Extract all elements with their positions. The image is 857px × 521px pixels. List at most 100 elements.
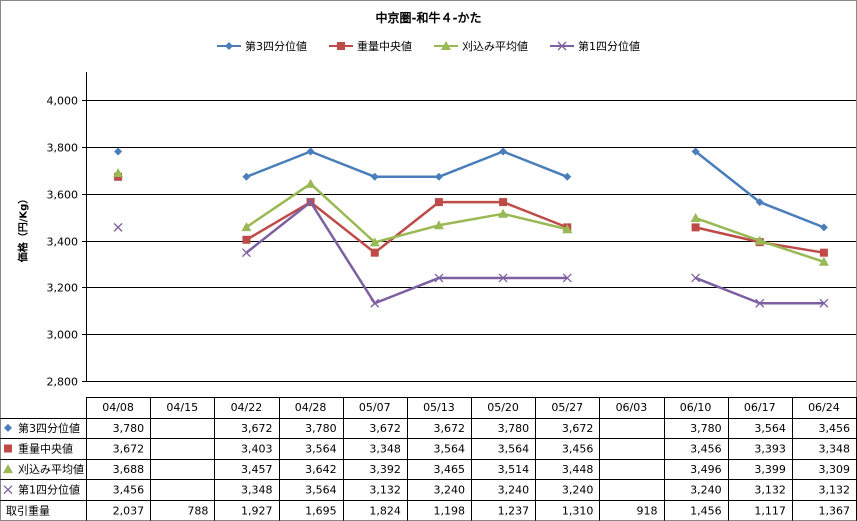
data-label: 3,348: [241, 484, 273, 497]
data-point-series-2: [818, 256, 829, 266]
x-tick-label: 05/27: [551, 401, 583, 414]
data-point-series-3: [755, 298, 765, 308]
data-point-series-0: [691, 147, 700, 156]
data-point-series-0: [499, 147, 508, 156]
data-label: 3,399: [754, 463, 786, 476]
data-point-series-3: [306, 197, 316, 207]
data-point-series-0: [306, 147, 315, 156]
data-label: 3,309: [819, 463, 851, 476]
series-line-3: [695, 276, 824, 305]
data-point-series-2: [113, 168, 124, 178]
data-point-series-3: [113, 222, 123, 232]
data-label: 1,456: [690, 504, 722, 517]
chart-title: 中京圏-和牛４-かた: [375, 11, 482, 25]
data-label: 3,780: [305, 422, 337, 435]
data-point-series-3: [562, 273, 572, 283]
data-label: 3,780: [498, 422, 530, 435]
x-tick-label: 05/07: [359, 401, 391, 414]
legend-item-series-3: 第1四分位値: [550, 38, 640, 54]
series-line-3: [245, 200, 568, 305]
table-row-label: 第3四分位値: [18, 421, 80, 435]
data-label: 1,117: [754, 504, 786, 517]
series-line-1: [245, 200, 568, 254]
data-label: 3,456: [819, 422, 851, 435]
data-label: 1,695: [305, 504, 337, 517]
data-point-series-1: [691, 223, 700, 232]
data-label: 3,672: [113, 443, 145, 456]
data-label: 3,132: [369, 484, 401, 497]
data-label: 1,310: [562, 504, 594, 517]
table-row-label: 取引重量: [6, 503, 50, 517]
data-point-series-0: [114, 147, 123, 156]
data-label: 3,348: [369, 443, 401, 456]
x-tick-label: 04/15: [166, 401, 198, 414]
legend-item-series-2: 刈込み平均値: [434, 38, 528, 54]
data-label: 3,688: [113, 463, 145, 476]
table-row-label: 重量中央値: [18, 442, 73, 456]
data-label: 3,780: [690, 422, 722, 435]
table-row-label: 第1四分位値: [18, 483, 80, 497]
data-point-series-2: [498, 208, 509, 218]
data-label: 3,672: [241, 422, 273, 435]
legend-marker-3: [550, 41, 574, 51]
data-point-series-3: [691, 273, 701, 283]
data-label: 3,642: [305, 463, 337, 476]
data-label: 3,496: [690, 463, 722, 476]
series-line-0: [694, 150, 825, 229]
data-label: 3,240: [690, 484, 722, 497]
legend-label-0: 第3四分位値: [245, 40, 307, 53]
data-label: 3,448: [562, 463, 594, 476]
legend-label-3: 第1四分位値: [578, 40, 640, 53]
data-label: 3,564: [434, 443, 466, 456]
data-point-series-0: [563, 172, 572, 181]
data-point-series-1: [819, 248, 828, 257]
data-point-series-2: [562, 224, 573, 234]
x-tick-label: 06/17: [744, 401, 776, 414]
legend-marker-0: [217, 42, 241, 50]
x-tick-label: 04/22: [231, 401, 263, 414]
data-label: 3,240: [434, 484, 466, 497]
data-label: 788: [187, 504, 208, 517]
data-label: 3,672: [562, 422, 594, 435]
table-row-marker-0: [4, 423, 12, 432]
data-label: 3,240: [562, 484, 594, 497]
data-point-series-2: [369, 237, 380, 247]
data-point-series-0: [370, 172, 379, 181]
data-label: 3,132: [754, 484, 786, 497]
x-tick-label: 04/28: [295, 401, 327, 414]
data-point-series-3: [241, 248, 251, 258]
y-tick-label: 3,400: [47, 236, 79, 249]
data-point-series-1: [434, 198, 443, 207]
x-tick-label: 06/24: [808, 401, 840, 414]
legend-symbol-0: [225, 42, 233, 50]
legend-marker-1: [329, 42, 353, 50]
data-point-series-1: [242, 235, 251, 244]
y-axis-label: 価格（円/Kg）: [18, 193, 30, 263]
x-tick-label: 04/08: [102, 401, 134, 414]
data-label: 3,672: [369, 422, 401, 435]
legend-symbol-3: [557, 41, 567, 51]
y-tick-label: 3,000: [47, 329, 79, 342]
data-label: 3,564: [754, 422, 786, 435]
data-point-series-2: [433, 220, 444, 230]
data-point-series-1: [370, 248, 379, 257]
data-label: 3,393: [754, 443, 786, 456]
legend: 第3四分位値 重量中央値 刈込み平均値 第1四分位値: [0, 38, 857, 54]
x-tick-label: 06/03: [616, 401, 648, 414]
legend-symbol-2: [441, 41, 451, 50]
y-tick-label: 3,600: [47, 189, 79, 202]
data-label: 2,037: [113, 504, 145, 517]
x-tick-label: 06/10: [680, 401, 712, 414]
data-point-series-0: [242, 172, 251, 181]
data-label: 3,456: [113, 484, 145, 497]
legend-item-series-0: 第3四分位値: [217, 38, 307, 54]
table-row-marker-3: [3, 485, 13, 495]
data-point-series-0: [755, 198, 764, 207]
table-row-marker-1: [4, 444, 12, 453]
data-label: 3,456: [562, 443, 594, 456]
data-label: 3,672: [434, 422, 466, 435]
x-tick-label: 05/20: [487, 401, 519, 414]
series-line-2: [245, 182, 568, 244]
